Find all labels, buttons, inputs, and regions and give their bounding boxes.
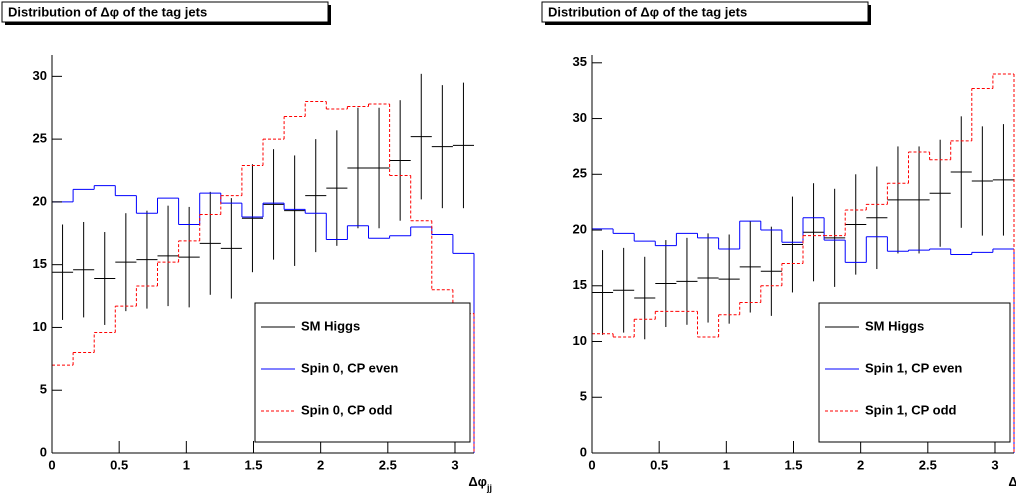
title-box xyxy=(541,1,869,23)
title-box xyxy=(1,1,329,23)
x-tick-label: 1.5 xyxy=(784,457,802,472)
series-0 xyxy=(52,73,474,325)
x-axis-label: Δφjj xyxy=(468,474,492,493)
legend-label: Spin 1, CP odd xyxy=(865,402,957,417)
x-tick-label: 0.5 xyxy=(650,457,668,472)
y-tick-label: 30 xyxy=(33,68,47,83)
y-tick-label: 20 xyxy=(573,221,587,236)
x-axis-label-main: Δφ xyxy=(1008,474,1016,489)
x-tick-label: 3 xyxy=(991,457,998,472)
x-tick-label: 0 xyxy=(48,457,55,472)
y-tick-label: 0 xyxy=(580,444,587,459)
x-tick-label: 1 xyxy=(183,457,190,472)
y-tick-label: 35 xyxy=(573,54,587,69)
chart-title: Distribution of Δφ of the tag jets xyxy=(8,4,207,19)
series-2 xyxy=(51,100,475,453)
x-axis-label: Δφjj xyxy=(1008,474,1016,493)
y-tick-label: 5 xyxy=(40,382,47,397)
x-tick-label: 1.5 xyxy=(244,457,262,472)
x-tick-label: 2 xyxy=(317,457,324,472)
x-axis-label-main: Δφ xyxy=(468,474,487,489)
y-tick-label: 5 xyxy=(580,389,587,404)
legend-box xyxy=(818,302,1011,443)
series-2 xyxy=(591,73,1015,453)
x-tick-label: 3 xyxy=(451,457,458,472)
y-tick-label: 30 xyxy=(573,110,587,125)
x-axis-label-sub: jj xyxy=(486,483,492,493)
y-tick-label: 15 xyxy=(33,256,47,271)
x-tick-label: 1 xyxy=(723,457,730,472)
y-tick-label: 15 xyxy=(573,277,587,292)
chart-title: Distribution of Δφ of the tag jets xyxy=(548,4,747,19)
series-0 xyxy=(592,116,1014,340)
legend-label: SM Higgs xyxy=(301,318,360,333)
legend-label: Spin 0, CP even xyxy=(301,360,398,375)
x-tick-label: 2 xyxy=(857,457,864,472)
legend-box xyxy=(254,302,471,443)
x-tick-label: 0 xyxy=(588,457,595,472)
x-tick-label: 2.5 xyxy=(379,457,397,472)
x-tick-label: 0.5 xyxy=(110,457,128,472)
y-tick-label: 25 xyxy=(33,131,47,146)
y-tick-label: 10 xyxy=(573,333,587,348)
y-tick-label: 10 xyxy=(33,319,47,334)
legend-label: SM Higgs xyxy=(865,318,924,333)
y-tick-label: 0 xyxy=(40,444,47,459)
legend-label: Spin 1, CP even xyxy=(865,360,962,375)
x-tick-label: 2.5 xyxy=(919,457,937,472)
legend-label: Spin 0, CP odd xyxy=(301,402,393,417)
y-tick-label: 25 xyxy=(573,166,587,181)
y-tick-label: 20 xyxy=(33,193,47,208)
